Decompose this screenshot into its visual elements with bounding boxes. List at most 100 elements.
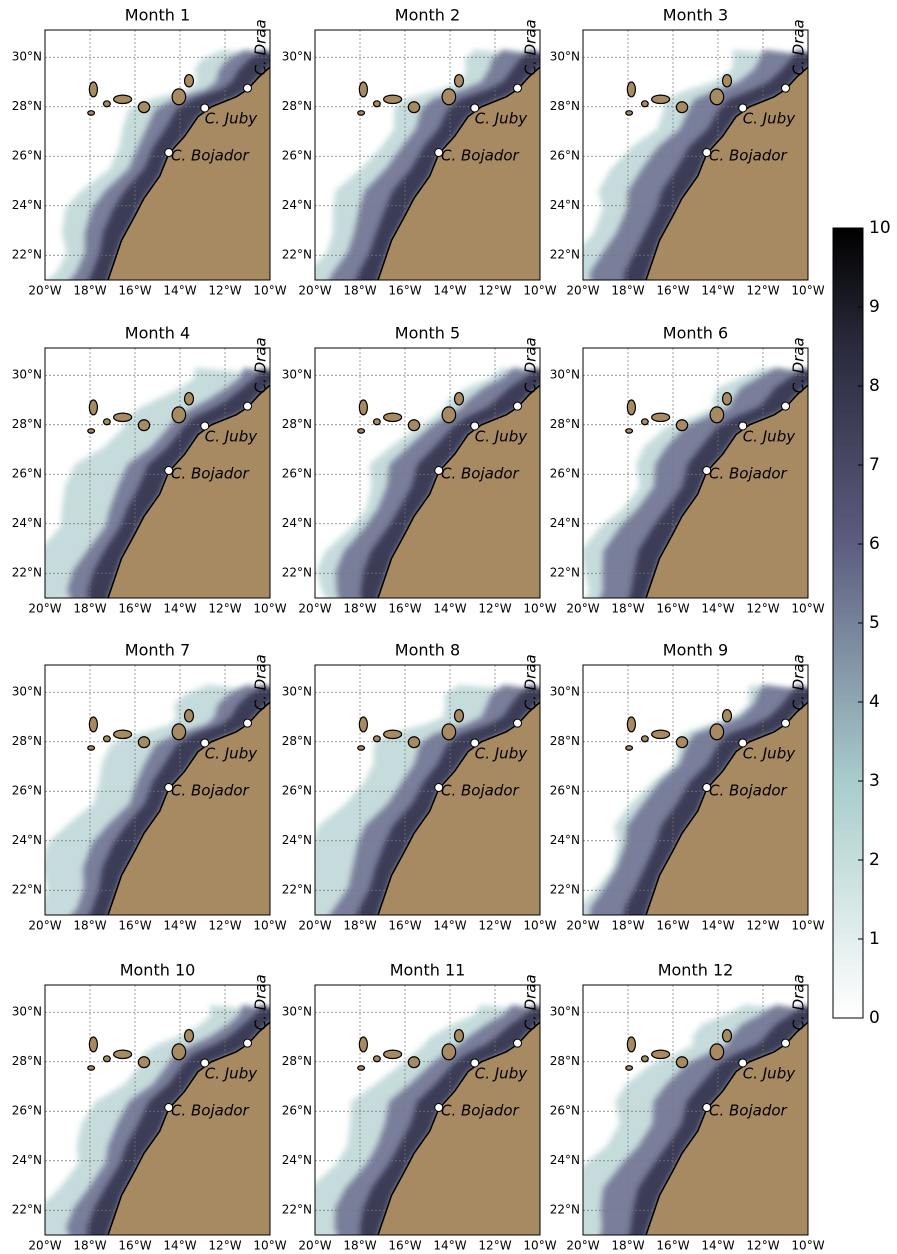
lon-tick-label: 14°W	[163, 602, 196, 616]
lon-tick-label: 20°W	[298, 919, 331, 933]
cape-point	[243, 401, 252, 411]
lon-tick-label: 10°W	[253, 602, 286, 616]
lon-tick-label: 16°W	[656, 919, 689, 933]
cape-point	[470, 738, 480, 748]
lat-tick-label: 24°N	[550, 198, 580, 212]
place-label: C. Draa	[522, 337, 540, 393]
lat-tick-label: 30°N	[12, 685, 42, 699]
cape-point	[470, 103, 480, 113]
map-body	[583, 665, 808, 915]
island	[102, 1055, 111, 1063]
place-label: C. Juby	[475, 745, 528, 763]
lat-tick-label: 22°N	[550, 883, 580, 897]
map-body	[45, 30, 270, 280]
density-dark	[624, 684, 808, 915]
lat-tick-label: 30°N	[12, 50, 42, 64]
panel-frame	[44, 29, 271, 281]
island	[358, 716, 369, 733]
lon-tick-label: 20°W	[566, 602, 599, 616]
island	[383, 412, 403, 423]
island	[113, 729, 133, 740]
island	[87, 745, 96, 751]
island	[407, 736, 421, 749]
place-label: C. Bojador	[171, 1102, 250, 1120]
map-body	[45, 348, 270, 598]
lat-tick-label: 30°N	[550, 368, 580, 382]
cape-point	[738, 1058, 748, 1068]
island	[88, 1036, 99, 1053]
density-dark	[359, 1004, 540, 1235]
island	[88, 81, 99, 98]
lon-tick-label: 18°W	[611, 602, 644, 616]
coastline	[377, 1021, 540, 1235]
cape-point	[243, 1038, 252, 1048]
cape-point	[470, 1058, 480, 1068]
coastline	[645, 384, 808, 598]
island	[640, 1055, 649, 1063]
island	[88, 399, 99, 416]
lat-tick-label: 28°N	[282, 99, 312, 113]
map-body	[315, 30, 540, 280]
island	[625, 428, 634, 434]
lon-tick-label: 16°W	[118, 919, 151, 933]
island	[407, 101, 421, 114]
cape-point	[781, 401, 790, 411]
island	[625, 1065, 634, 1071]
lon-tick-label: 14°W	[433, 1239, 466, 1251]
cape-point	[513, 401, 522, 411]
cape-point	[434, 466, 444, 476]
lon-tick-label: 14°W	[433, 919, 466, 933]
island	[453, 391, 465, 406]
lon-tick-label: 12°W	[746, 919, 779, 933]
island	[102, 735, 111, 743]
island	[709, 88, 725, 106]
island	[626, 716, 637, 733]
island	[721, 73, 733, 88]
lon-tick-label: 14°W	[701, 919, 734, 933]
panel-frame	[582, 984, 809, 1236]
map-body	[315, 348, 540, 598]
lon-tick-label: 18°W	[73, 602, 106, 616]
place-label: C. Bojador	[709, 147, 788, 165]
land	[378, 1022, 540, 1235]
island	[87, 110, 96, 116]
place-label: C. Draa	[790, 19, 808, 75]
lat-tick-label: 22°N	[12, 1203, 42, 1217]
coastline	[107, 66, 270, 280]
lon-tick-label: 16°W	[388, 602, 421, 616]
colorbar-tick-label: 2	[869, 850, 880, 870]
panel-frame	[582, 347, 809, 599]
coastline	[645, 701, 808, 915]
colorbar-tick-label: 10	[869, 218, 891, 238]
lat-tick-label: 28°N	[12, 734, 42, 748]
island	[407, 1056, 421, 1069]
lat-tick-label: 26°N	[12, 149, 42, 163]
map-body	[315, 985, 540, 1235]
lat-tick-label: 26°N	[12, 467, 42, 481]
island	[675, 101, 689, 114]
place-label: C. Bojador	[171, 147, 250, 165]
panel-title: Month 3	[663, 6, 728, 25]
place-label: C. Bojador	[709, 465, 788, 483]
cape-point	[738, 738, 748, 748]
island	[183, 708, 195, 723]
lon-tick-label: 16°W	[118, 602, 151, 616]
panel-title: Month 5	[395, 324, 460, 343]
lon-tick-label: 12°W	[208, 919, 241, 933]
land	[378, 702, 540, 915]
lat-tick-label: 24°N	[12, 1153, 42, 1167]
map-panel: C. Draa C. Juby C. Bojador Month 3 20°W 18°W 1…	[550, 6, 825, 298]
island	[453, 708, 465, 723]
lat-tick-label: 24°N	[550, 516, 580, 530]
panel-frame	[582, 29, 809, 281]
lat-tick-label: 28°N	[282, 417, 312, 431]
lon-tick-label: 10°W	[253, 284, 286, 298]
colorbar-tick-label: 1	[869, 929, 880, 949]
place-label: C. Draa	[790, 337, 808, 393]
place-label: C. Juby	[743, 1065, 796, 1083]
lon-tick-label: 10°W	[523, 284, 556, 298]
island	[171, 406, 187, 424]
island	[102, 100, 111, 108]
colorbar-tick-label: 3	[869, 771, 880, 791]
